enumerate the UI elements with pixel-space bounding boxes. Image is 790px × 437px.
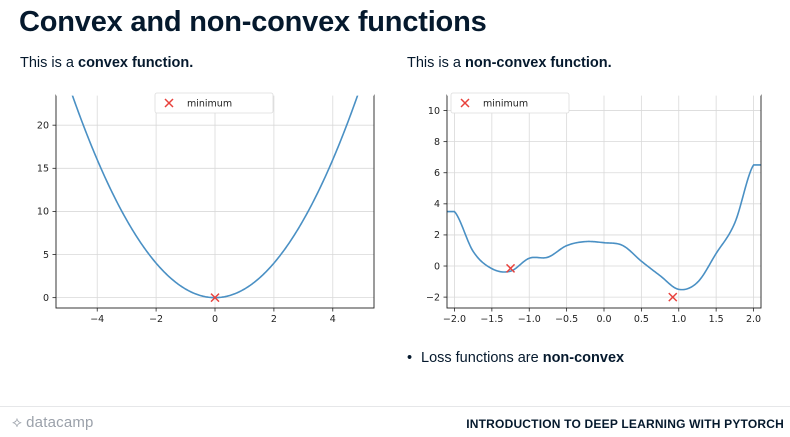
non-convex-caption: This is a non-convex function. — [407, 55, 612, 71]
y-tick-label: 15 — [37, 164, 49, 175]
legend-label: minimum — [187, 99, 232, 110]
non-convex-caption-prefix: This is a — [407, 55, 466, 71]
x-tick-label: 4 — [330, 314, 336, 325]
convex-caption-bold: convex function. — [78, 55, 194, 71]
x-tick-label: −2 — [149, 314, 163, 325]
y-tick-label: 4 — [434, 199, 440, 210]
legend-box — [154, 92, 274, 114]
bullet-dot: • — [407, 350, 413, 366]
x-tick-label: 0 — [212, 314, 218, 325]
logo-text: datacamp — [26, 414, 94, 431]
x-tick-label: −1.0 — [518, 314, 541, 325]
footer-divider — [0, 406, 790, 407]
bullet-prefix: Loss functions are — [421, 350, 543, 366]
non-convex-caption-bold: non-convex function. — [465, 55, 612, 71]
y-tick-label: 2 — [434, 230, 440, 241]
x-tick-label: 2.0 — [746, 314, 761, 325]
legend-marker-icon — [164, 98, 174, 108]
y-tick-label: 20 — [37, 120, 49, 131]
chart-legend: minimum — [154, 92, 274, 114]
y-tick-label: 8 — [434, 137, 440, 148]
legend-label: minimum — [483, 99, 528, 110]
legend-box — [450, 92, 570, 114]
chart-legend: minimum — [450, 92, 570, 114]
x-tick-label: −1.5 — [480, 314, 503, 325]
function-curve — [447, 164, 761, 291]
x-tick-label: −4 — [90, 314, 104, 325]
x-tick-label: 1.5 — [709, 314, 724, 325]
convex-caption-prefix: This is a — [20, 55, 79, 71]
y-tick-label: 10 — [428, 106, 440, 117]
datacamp-logo-icon: ⟡ — [12, 414, 23, 431]
minimum-marker — [506, 263, 516, 273]
x-tick-label: 1.0 — [671, 314, 686, 325]
legend-marker-icon — [460, 98, 470, 108]
x-tick-label: 0.5 — [634, 314, 649, 325]
minimum-marker-stroke — [210, 293, 220, 303]
y-tick-label: 0 — [434, 261, 440, 272]
slide-title: Convex and non-convex functions — [19, 6, 487, 38]
y-tick-label: 6 — [434, 168, 440, 179]
y-tick-label: 5 — [43, 250, 49, 261]
y-tick-label: 0 — [43, 293, 49, 304]
bullet-point: • Loss functions are non-convex — [407, 350, 624, 366]
y-tick-label: 10 — [37, 207, 49, 218]
x-tick-label: −2.0 — [443, 314, 466, 325]
bullet-bold: non-convex — [542, 350, 625, 366]
minimum-marker — [210, 293, 220, 303]
plot-area: −2.0 −1.5 −1.0 −0.5 0.0 0.5 1.0 1.5 2.0 −2 0 2 4 6 8 10 — [426, 94, 762, 325]
course-title: INTRODUCTION TO DEEP LEARNING WITH PYTOR… — [466, 417, 784, 431]
y-tick-label: −2 — [426, 292, 440, 303]
minimum-marker-stroke — [506, 263, 516, 273]
x-tick-label: −0.5 — [555, 314, 578, 325]
convex-caption: This is a convex function. — [20, 55, 193, 71]
minimum-marker-stroke — [668, 292, 678, 302]
x-tick-label: 0.0 — [596, 314, 611, 325]
x-tick-label: 2 — [271, 314, 277, 325]
minimum-marker — [668, 292, 678, 302]
datacamp-logo: ⟡ datacamp — [12, 414, 94, 431]
